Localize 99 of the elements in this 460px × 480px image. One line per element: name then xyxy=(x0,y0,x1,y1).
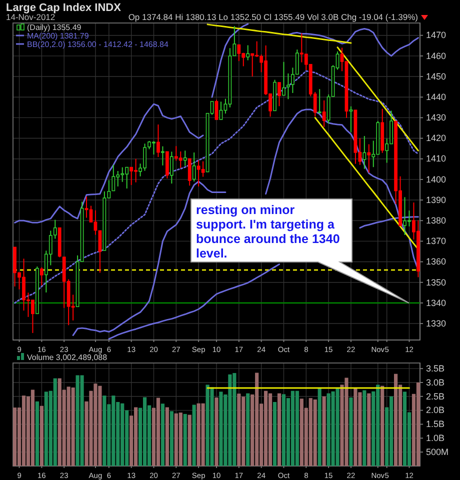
bar xyxy=(282,394,286,466)
bar xyxy=(30,390,35,466)
y-tick-label: 1470 xyxy=(426,30,446,40)
y-tick-label: 1350 xyxy=(426,277,446,288)
y-tick-label: 1.5B xyxy=(426,419,445,430)
y-tick-label: 2.0B xyxy=(426,405,445,416)
candlestick xyxy=(322,100,326,128)
bar xyxy=(367,393,371,466)
candlestick xyxy=(192,152,196,182)
bar xyxy=(201,403,205,466)
y-tick-label: 1400 xyxy=(426,174,446,184)
bar xyxy=(71,387,75,466)
bar xyxy=(183,414,187,466)
bar xyxy=(170,411,174,466)
bar xyxy=(102,396,106,466)
bar xyxy=(188,414,192,466)
chart-subtitle: 14-Nov-2012 xyxy=(6,12,56,22)
bar xyxy=(268,393,272,466)
bar xyxy=(13,408,17,466)
candlestick xyxy=(214,99,218,120)
bar xyxy=(416,382,420,466)
y-tick-label: 1330 xyxy=(426,318,446,328)
line-series xyxy=(14,70,419,304)
bar xyxy=(313,399,317,466)
candlestick xyxy=(170,151,174,184)
candlestick xyxy=(196,160,200,187)
y-tick-label: 1370 xyxy=(426,236,446,246)
candlestick xyxy=(94,210,98,236)
bar xyxy=(165,407,169,466)
candlestick xyxy=(188,158,192,186)
y-tick-label: 3.0B xyxy=(426,377,445,388)
candlestick xyxy=(246,44,250,61)
bar xyxy=(178,412,182,466)
candlestick xyxy=(367,144,371,174)
bar xyxy=(402,392,407,466)
bar xyxy=(272,402,277,466)
bar xyxy=(295,390,299,466)
y-tick-label: 1450 xyxy=(426,71,446,82)
bar xyxy=(349,398,353,466)
text: Op 1374.84 Hi 1380.13 Lo 1352.50 Cl 1355.49 Vol 3.0B Chg -19.04 (-1.39%) xyxy=(128,12,418,22)
candlestick xyxy=(130,166,134,186)
bar xyxy=(80,375,84,466)
bar xyxy=(394,374,398,466)
candlestick xyxy=(286,72,290,100)
candlestick xyxy=(219,101,223,120)
bar xyxy=(246,393,250,466)
bar xyxy=(40,406,44,466)
candlestick xyxy=(84,196,88,218)
candlestick xyxy=(166,151,169,179)
line-series xyxy=(206,24,352,44)
y-tick-label: 2.5B xyxy=(426,391,445,402)
bar xyxy=(160,404,165,466)
y-tick-label: 1430 xyxy=(426,112,446,123)
candlestick xyxy=(178,150,182,168)
y-tick-label: 1360 xyxy=(426,256,446,267)
candlestick xyxy=(282,61,286,96)
candlestick xyxy=(156,124,160,158)
candlestick xyxy=(40,266,44,286)
legend-label: (Daily) 1355.49 xyxy=(27,23,82,32)
candlestick xyxy=(201,160,205,178)
candlestick xyxy=(112,164,116,192)
candlestick xyxy=(183,150,187,166)
bar xyxy=(53,378,57,466)
y-tick-label: 1340 xyxy=(426,298,446,308)
y-tick-label: 1420 xyxy=(426,133,446,144)
bar xyxy=(318,387,322,466)
candlestick xyxy=(237,44,241,62)
bar xyxy=(380,386,384,466)
bar xyxy=(362,390,366,466)
bar xyxy=(142,397,147,466)
legend-label: Volume 3,002,489,088 xyxy=(27,353,108,362)
bar xyxy=(322,396,326,466)
y-tick-label: 1460 xyxy=(426,50,446,61)
candlestick xyxy=(362,136,366,170)
y-tick-label: 500M xyxy=(426,446,449,457)
bar xyxy=(237,394,241,466)
y-tick-label: 1380 xyxy=(426,215,446,226)
candlestick xyxy=(349,106,353,133)
y-tick-label: 3.5B xyxy=(426,363,445,374)
candlestick xyxy=(278,82,281,107)
candlestick xyxy=(250,52,254,78)
y-tick-label: 1410 xyxy=(426,154,446,164)
bar xyxy=(214,398,218,466)
bar xyxy=(22,396,26,466)
bar xyxy=(156,398,160,466)
legend-label: BB(20,2.0) 1356.00 - 1412.42 - 1468.84 xyxy=(27,40,169,49)
annotation: resting on minor support. I'm targeting a bounce around the 1340 level. xyxy=(196,203,340,260)
y-tick-label: 1.0B xyxy=(426,433,445,444)
candlestick xyxy=(161,146,164,166)
y-tick-label: 1440 xyxy=(426,92,446,102)
bar xyxy=(35,401,39,466)
chart-title: Large Cap Index INDX xyxy=(6,2,122,14)
candlestick xyxy=(318,88,322,114)
bar xyxy=(354,387,358,466)
line-series xyxy=(336,46,419,152)
y-tick-label: 1390 xyxy=(426,194,446,205)
legend-label: MA(200) 1381.79 xyxy=(27,32,90,40)
bar xyxy=(192,404,196,466)
bar xyxy=(277,393,282,466)
